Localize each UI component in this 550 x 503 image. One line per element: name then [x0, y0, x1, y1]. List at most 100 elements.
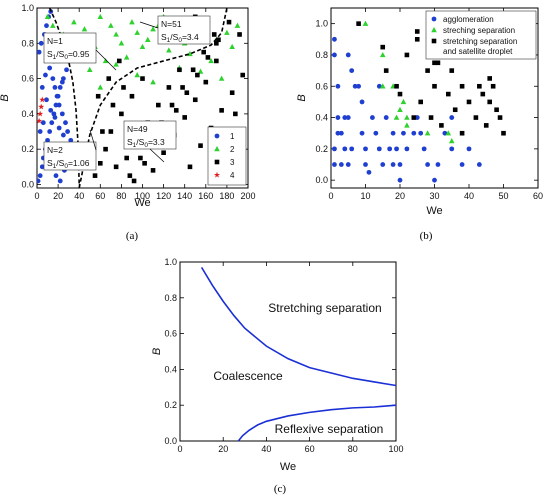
data-point-square	[219, 108, 224, 113]
data-point-circle	[466, 146, 472, 152]
annotation-ratio-part: 1	[167, 37, 171, 44]
data-point-triangle	[123, 54, 130, 60]
data-point-square	[119, 111, 124, 117]
data-point-square	[432, 83, 437, 89]
x-tick-label: 180	[219, 191, 234, 201]
data-point-circle	[342, 115, 348, 120]
data-point-circle	[342, 146, 348, 152]
data-point-circle	[48, 107, 54, 113]
x-tick-label: 80	[348, 444, 358, 454]
x-tick-label: 60	[533, 191, 543, 201]
data-point-square	[173, 108, 179, 113]
data-point-square	[240, 72, 246, 78]
data-point-circle	[38, 40, 44, 46]
x-tick-label: 0	[328, 191, 333, 201]
annotation-box	[157, 15, 211, 45]
data-point-circle	[397, 162, 403, 167]
x-tick-label: 120	[156, 191, 171, 201]
data-point-square	[201, 49, 206, 55]
data-point-circle	[52, 115, 58, 120]
annotation-ratio-part: /S	[56, 49, 64, 59]
data-point-circle	[64, 67, 69, 73]
data-point-star	[37, 117, 43, 124]
data-point-triangle	[362, 20, 369, 26]
data-point-circle	[418, 130, 424, 136]
x-tick-label: 40	[74, 191, 84, 201]
data-point-triangle	[102, 57, 109, 64]
data-point-triangle	[81, 26, 88, 32]
data-point-square	[140, 76, 145, 81]
data-point-triangle	[166, 47, 172, 53]
data-point-square	[435, 60, 441, 66]
data-point-square	[216, 37, 221, 43]
data-point-square	[113, 164, 119, 170]
data-point-circle	[459, 162, 465, 167]
data-point-circle	[37, 129, 43, 134]
x-tick-label: 20	[218, 444, 228, 454]
data-point-triangle	[44, 13, 51, 20]
data-point-circle	[352, 83, 358, 89]
x-tick-label: 40	[464, 191, 474, 201]
data-point-square	[394, 83, 399, 89]
data-point-triangle	[113, 61, 119, 67]
data-point-circle	[476, 162, 482, 167]
legend-label: 3	[230, 158, 235, 167]
data-point-square	[203, 79, 209, 85]
y-tick-label: 0.6	[315, 81, 328, 91]
data-point-circle	[363, 162, 368, 167]
data-point-circle	[37, 173, 43, 179]
data-point-square	[397, 91, 403, 97]
legend-marker-triangle	[214, 146, 220, 152]
data-point-circle	[359, 130, 365, 136]
data-point-circle	[394, 146, 399, 152]
data-point-circle	[60, 132, 66, 138]
data-point-square	[383, 68, 389, 73]
data-point-square	[425, 68, 430, 73]
data-point-circle	[44, 23, 49, 29]
x-tick-label: 100	[135, 191, 150, 201]
data-point-circle	[338, 130, 344, 136]
y-tick-label: 0.4	[21, 109, 34, 119]
data-point-square	[452, 107, 458, 113]
y-tick-label: 0.4	[164, 364, 177, 374]
data-point-square	[116, 58, 122, 64]
data-point-square	[428, 115, 434, 120]
annotation-n: N=1	[47, 36, 63, 46]
data-point-square	[356, 21, 361, 26]
legend-label: and satellite droplet	[443, 47, 513, 56]
data-point-triangle	[108, 22, 114, 28]
annotation-leader	[95, 49, 117, 71]
data-point-star	[37, 110, 44, 117]
data-point-circle	[68, 137, 74, 143]
data-point-circle	[332, 162, 337, 167]
annotation-ratio: S1/S0=3.4	[161, 32, 199, 44]
data-point-circle	[397, 177, 403, 183]
annotation-ratio-part: =0.95	[68, 49, 90, 59]
data-point-square	[106, 76, 112, 81]
data-point-triangle	[150, 26, 156, 32]
data-point-star	[39, 96, 46, 103]
data-point-square	[110, 102, 116, 108]
data-point-triangle	[424, 130, 431, 136]
annotation-ratio-part: S	[47, 158, 53, 168]
legend-label: 1	[230, 132, 235, 141]
data-point-square	[211, 32, 217, 37]
legend-box	[425, 10, 537, 60]
annotation-ratio-part: =3.4	[182, 32, 199, 42]
x-tick-label: 20	[395, 191, 405, 201]
y-tick-label: 0.8	[21, 38, 34, 48]
y-tick-label: 0.6	[164, 329, 177, 339]
data-point-circle	[345, 115, 351, 120]
y-tick-label: 0.2	[21, 144, 34, 154]
annotation-leader	[149, 148, 165, 163]
data-point-square	[150, 168, 156, 173]
panel-c: 0 20 40 60 80 100 0.0 0.2 0.4 0.6 0.8 1.0 We B (c) Stre…	[151, 257, 404, 495]
data-point-triangle	[379, 83, 386, 89]
data-point-circle	[44, 97, 49, 103]
x-tick-label: 0	[177, 444, 182, 454]
data-point-triangle	[400, 98, 407, 105]
x-tick-label: 30	[429, 191, 439, 201]
x-tick-label: 40	[261, 444, 271, 454]
data-point-square	[380, 44, 386, 50]
legend-label: 4	[230, 171, 235, 180]
